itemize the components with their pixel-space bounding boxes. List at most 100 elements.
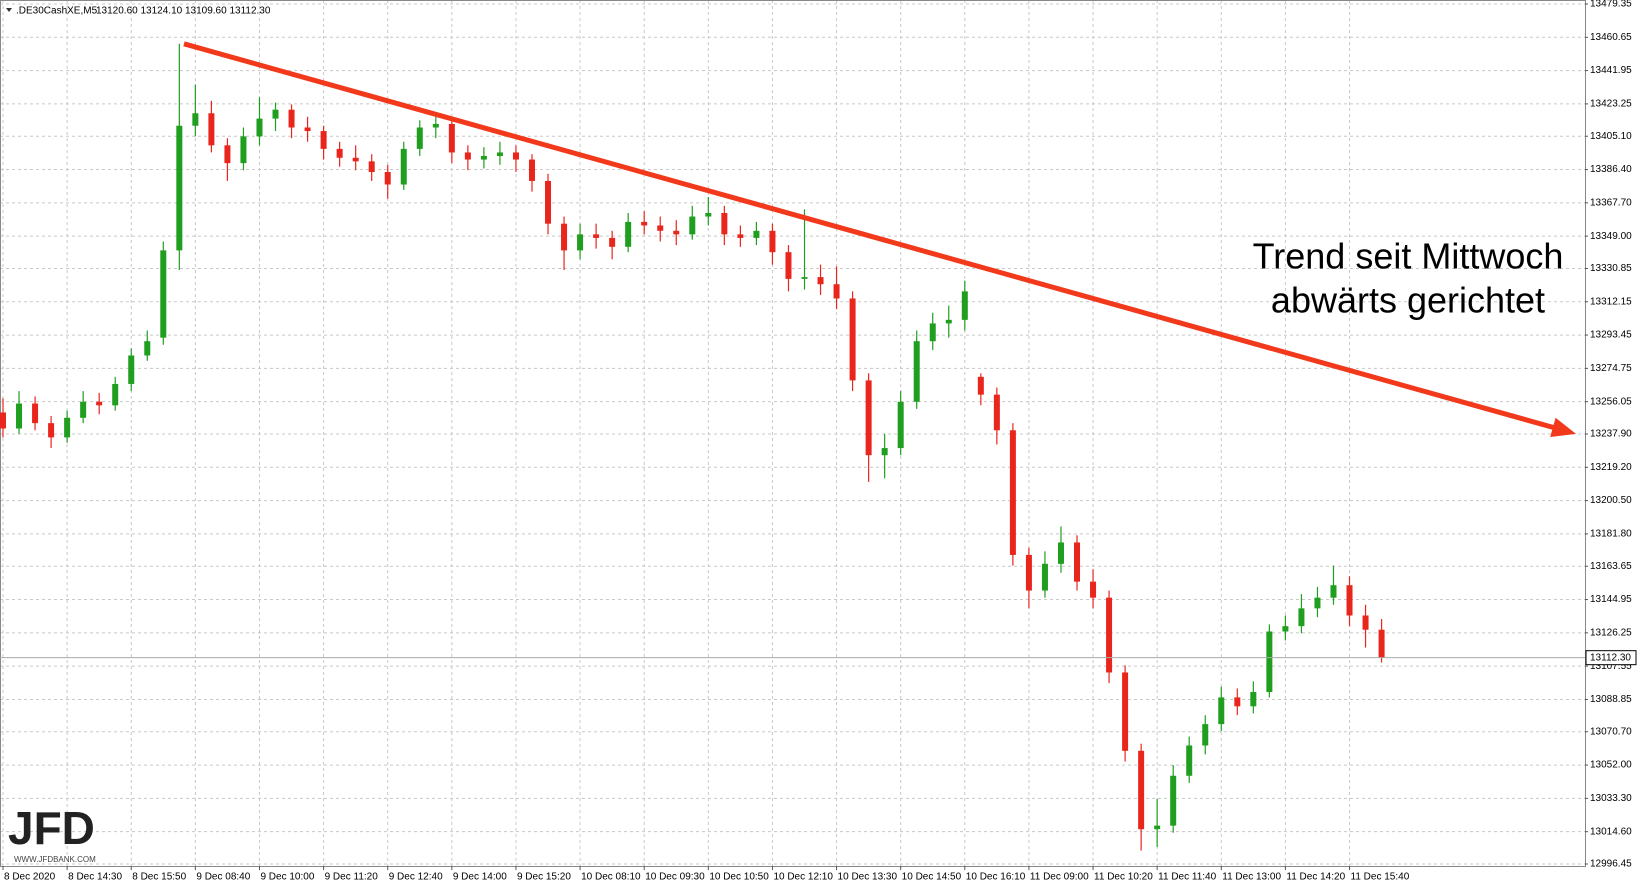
candle-body xyxy=(528,159,535,181)
candle-body xyxy=(833,284,840,299)
candle-body xyxy=(1218,697,1225,725)
x-tick-label: 11 Dec 13:00 xyxy=(1222,872,1281,883)
candle-body xyxy=(545,180,552,224)
candle-body xyxy=(336,148,343,158)
x-tick-label: 10 Dec 08:10 xyxy=(581,872,641,883)
candle-body xyxy=(1057,542,1064,564)
candle-body xyxy=(192,113,199,126)
current-price-box xyxy=(1585,650,1637,666)
ohlc-text: 13120.60 13124.10 13109.60 13112.30 xyxy=(96,6,271,17)
candle-body xyxy=(160,250,167,338)
y-tick-label: 13219.20 xyxy=(1590,462,1632,473)
candle-body xyxy=(80,401,87,418)
candle-body xyxy=(512,152,519,160)
trend-arrowhead xyxy=(1550,417,1576,437)
x-tick-label: 9 Dec 14:00 xyxy=(453,872,507,883)
candle-body xyxy=(1234,697,1241,707)
candle-body xyxy=(977,376,984,395)
candle-body xyxy=(721,212,728,235)
y-tick-label: 13349.00 xyxy=(1590,231,1632,242)
x-tick-label: 8 Dec 15:50 xyxy=(132,872,186,883)
candle-body xyxy=(48,423,55,438)
candle-body xyxy=(689,216,696,235)
candle-body xyxy=(673,230,680,235)
candle-body xyxy=(769,230,776,253)
y-tick-label: 13163.65 xyxy=(1590,561,1632,572)
candle-body xyxy=(657,225,664,231)
candle-body xyxy=(593,234,600,238)
header-arrow xyxy=(6,8,12,12)
candle-body xyxy=(577,234,584,251)
y-tick-label: 13200.50 xyxy=(1590,495,1632,506)
x-tick-label: 9 Dec 11:20 xyxy=(325,872,379,883)
candle-body xyxy=(1154,825,1161,830)
candle-body xyxy=(1202,724,1209,746)
current-price-label: 13112.30 xyxy=(1590,652,1631,663)
y-tick-label: 13033.30 xyxy=(1590,793,1632,804)
candle-body xyxy=(480,156,487,160)
candle-body xyxy=(1025,554,1032,591)
candle-body xyxy=(1074,542,1081,582)
y-tick-label: 13405.10 xyxy=(1590,131,1632,142)
candle-body xyxy=(16,403,23,429)
x-tick-label: 8 Dec 2020 xyxy=(4,872,56,883)
candle-body xyxy=(1346,585,1353,616)
candle-body xyxy=(128,355,135,384)
x-tick-label: 11 Dec 09:00 xyxy=(1030,872,1089,883)
x-tick-label: 11 Dec 11:40 xyxy=(1158,872,1216,883)
trend-line xyxy=(183,41,1563,433)
candle-body xyxy=(625,221,632,247)
y-tick-label: 13070.70 xyxy=(1590,726,1632,737)
candle-body xyxy=(1298,608,1305,627)
candle-body xyxy=(641,221,648,226)
candle-body xyxy=(320,131,327,149)
candle-body xyxy=(32,403,39,424)
candle-body xyxy=(112,383,119,406)
candle-body xyxy=(1378,629,1385,658)
candle-body xyxy=(1186,745,1193,776)
candle-body xyxy=(256,118,263,137)
candle-body xyxy=(993,394,1000,431)
y-tick-label: 13312.15 xyxy=(1590,296,1632,307)
y-tick-label: 13181.80 xyxy=(1590,529,1632,540)
y-tick-label: 13107.55 xyxy=(1590,661,1632,672)
candle-body xyxy=(1122,672,1129,751)
candle-body xyxy=(352,157,359,162)
candle-body xyxy=(897,401,904,449)
candle-body xyxy=(0,412,6,429)
candle-body xyxy=(1330,585,1337,598)
annotation-line: abwärts gerichtet xyxy=(1271,280,1545,321)
candle-body xyxy=(1009,430,1016,555)
y-tick-label: 13256.05 xyxy=(1590,396,1632,407)
candle-body xyxy=(176,125,183,251)
candle-body xyxy=(1250,692,1257,707)
x-tick-label: 10 Dec 09:30 xyxy=(645,872,705,883)
candle-body xyxy=(1314,597,1321,609)
y-tick-label: 13237.90 xyxy=(1590,429,1632,440)
candle-body xyxy=(416,127,423,149)
candle-body xyxy=(753,230,760,238)
symbol: .DE30CashXE,M5 xyxy=(16,6,98,17)
candle-body xyxy=(96,401,103,406)
y-tick-label: 13144.95 xyxy=(1590,594,1632,605)
candle-body xyxy=(304,127,311,132)
y-tick-label: 13293.45 xyxy=(1590,330,1632,341)
candle-body xyxy=(240,136,247,164)
x-tick-label: 9 Dec 08:40 xyxy=(196,872,250,883)
candle-body xyxy=(1362,615,1369,630)
y-tick-label: 13441.95 xyxy=(1590,65,1632,76)
candle-body xyxy=(945,319,952,324)
candle-body xyxy=(208,113,215,146)
candle-body xyxy=(496,152,503,157)
candle-body xyxy=(384,172,391,185)
candle-body xyxy=(448,123,455,153)
candle-body xyxy=(1138,750,1145,830)
y-tick-label: 13367.70 xyxy=(1590,197,1632,208)
candle-body xyxy=(561,223,568,251)
candle-body xyxy=(1282,626,1289,632)
candle-body xyxy=(288,109,295,128)
y-tick-label: 13052.00 xyxy=(1590,760,1632,771)
candle-body xyxy=(737,234,744,238)
